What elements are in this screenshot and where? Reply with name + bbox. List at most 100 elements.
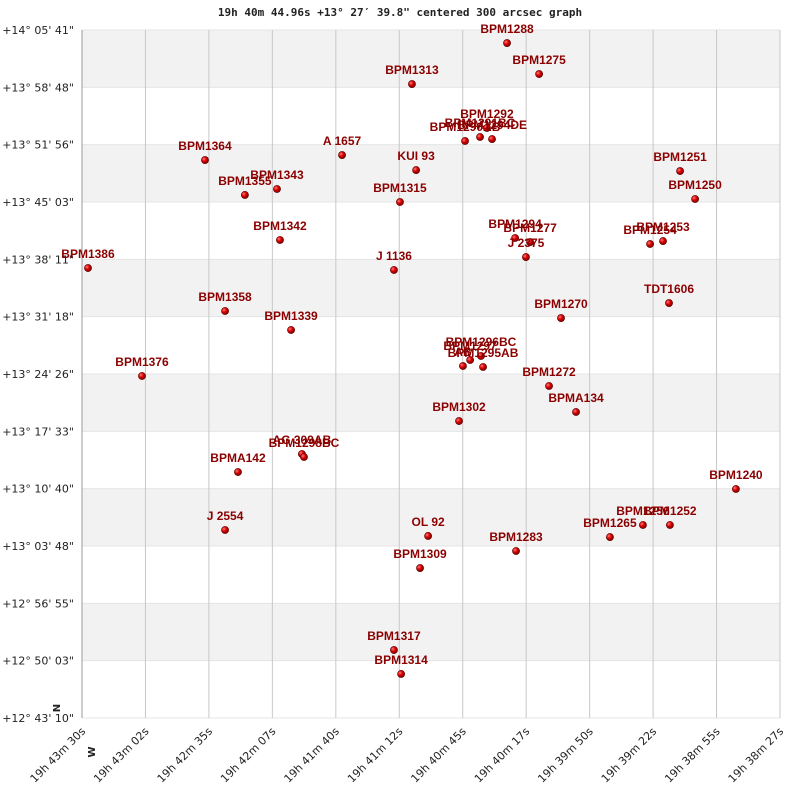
point-label: KUI 93 bbox=[397, 149, 435, 163]
point-label: BPM1294 bbox=[488, 217, 542, 231]
direction-label: N bbox=[52, 704, 63, 712]
star-point bbox=[84, 264, 92, 272]
star-point bbox=[503, 39, 511, 47]
point-label: BPM1297 bbox=[443, 339, 497, 353]
point-label: BPM1376 bbox=[115, 355, 169, 369]
point-label: BPM1298BC bbox=[269, 436, 340, 450]
star-point bbox=[221, 307, 229, 315]
chart-title: 19h 40m 44.96s +13° 27′ 39.8" centered 3… bbox=[218, 6, 582, 19]
star-point bbox=[397, 670, 406, 678]
star-point bbox=[276, 236, 284, 244]
star-point bbox=[646, 240, 654, 248]
band bbox=[82, 603, 780, 661]
point-label: BPM1277 bbox=[503, 221, 557, 235]
point-label: J 2375 bbox=[508, 236, 545, 250]
point-label: BPM1270 bbox=[534, 297, 588, 311]
band bbox=[82, 201, 780, 260]
star-point bbox=[479, 363, 487, 371]
point-label: BPM1296BC bbox=[446, 335, 517, 349]
star-point bbox=[488, 135, 496, 143]
star-point bbox=[424, 532, 433, 540]
y-tick-label: +13° 03' 48" bbox=[2, 540, 74, 553]
star-point bbox=[557, 314, 565, 322]
y-tick-label: +13° 58' 48" bbox=[2, 81, 74, 94]
point-label: BPM1250 bbox=[668, 178, 722, 192]
point-label: BPM1317 bbox=[367, 629, 421, 643]
star-point bbox=[666, 521, 674, 529]
band bbox=[82, 259, 780, 317]
point-label: BPM1358 bbox=[198, 290, 252, 304]
star-point bbox=[659, 237, 667, 245]
x-tick-label: 19h 41m 40s bbox=[282, 725, 343, 786]
star-point bbox=[639, 521, 647, 529]
point-label: BPM1343 bbox=[250, 168, 304, 182]
star-point bbox=[416, 564, 424, 572]
star-point bbox=[396, 198, 404, 206]
point-label: BPM1252 bbox=[643, 504, 697, 518]
point-label: BPM1294DE bbox=[457, 118, 527, 132]
y-tick-label: +14° 05' 41" bbox=[2, 24, 74, 37]
point-label: BPM1355 bbox=[218, 174, 272, 188]
star-point bbox=[732, 485, 740, 493]
x-tick-label: 19h 43m 30s bbox=[28, 725, 89, 786]
star-point bbox=[512, 547, 520, 555]
y-tick-label: +13° 45' 03" bbox=[2, 196, 74, 209]
star-point bbox=[535, 70, 544, 78]
point-label: BPM1288 bbox=[480, 22, 534, 36]
star-point bbox=[461, 137, 469, 145]
point-label: AG 309AB bbox=[273, 433, 332, 447]
star-point bbox=[477, 352, 485, 360]
x-tick-label: 19h 40m 45s bbox=[408, 725, 469, 786]
star-point bbox=[483, 124, 491, 132]
x-tick-label: 19h 42m 35s bbox=[155, 725, 216, 786]
point-label: BPM1254 bbox=[623, 223, 677, 237]
star-point bbox=[665, 299, 673, 307]
y-tick-label: +13° 51' 56" bbox=[2, 139, 74, 152]
band bbox=[82, 431, 780, 489]
x-tick-label: 19h 39m 50s bbox=[535, 725, 596, 786]
band bbox=[82, 316, 780, 374]
x-tick-label: 19h 39m 22s bbox=[599, 725, 660, 786]
y-tick-label: +12° 43' 10" bbox=[2, 712, 74, 725]
star-point bbox=[572, 408, 580, 416]
point-label: BPM1313 bbox=[385, 63, 439, 77]
star-point bbox=[466, 356, 475, 364]
point-label: BPMA134 bbox=[548, 391, 604, 405]
band bbox=[82, 144, 780, 202]
point-label: BPM1256 bbox=[616, 504, 670, 518]
star-point bbox=[273, 185, 281, 193]
x-tick-label: 19h 42m 07s bbox=[218, 725, 279, 786]
star-point bbox=[511, 234, 520, 242]
point-label: BPM1302 bbox=[432, 400, 486, 414]
star-point bbox=[138, 372, 146, 380]
band bbox=[82, 87, 780, 145]
y-tick-label: +13° 24' 26" bbox=[2, 368, 74, 381]
star-point bbox=[241, 191, 249, 199]
star-point bbox=[545, 382, 553, 390]
point-label: BPM1275 bbox=[512, 53, 566, 67]
point-label: BPM1292 bbox=[460, 107, 514, 121]
band bbox=[82, 660, 780, 718]
band bbox=[82, 374, 780, 432]
y-tick-label: +13° 10' 40" bbox=[2, 483, 74, 496]
x-tick-label: 19h 38m 27s bbox=[726, 725, 787, 786]
point-label: BPMA142 bbox=[210, 451, 266, 465]
star-point bbox=[691, 195, 699, 203]
point-label: OL 92 bbox=[412, 515, 445, 529]
point-label: BPM1272 bbox=[522, 365, 576, 379]
point-label: TDT1606 bbox=[644, 282, 694, 296]
star-point bbox=[300, 453, 308, 461]
direction-label: W bbox=[87, 746, 98, 757]
point-label: BPM1253 bbox=[636, 220, 690, 234]
point-label: BPM1265 bbox=[583, 516, 637, 530]
point-label: BPM1309 bbox=[393, 547, 447, 561]
y-tick-label: +13° 38' 11" bbox=[2, 253, 74, 266]
point-label: J 1136 bbox=[376, 249, 412, 263]
point-label: AB bbox=[454, 345, 472, 359]
point-label: BPM1251 bbox=[653, 150, 707, 164]
point-label: BPM1364 bbox=[178, 139, 232, 153]
point-label: BPM1283 bbox=[489, 530, 543, 544]
star-point bbox=[526, 238, 535, 246]
point-label: BPM1295AB bbox=[448, 346, 519, 360]
